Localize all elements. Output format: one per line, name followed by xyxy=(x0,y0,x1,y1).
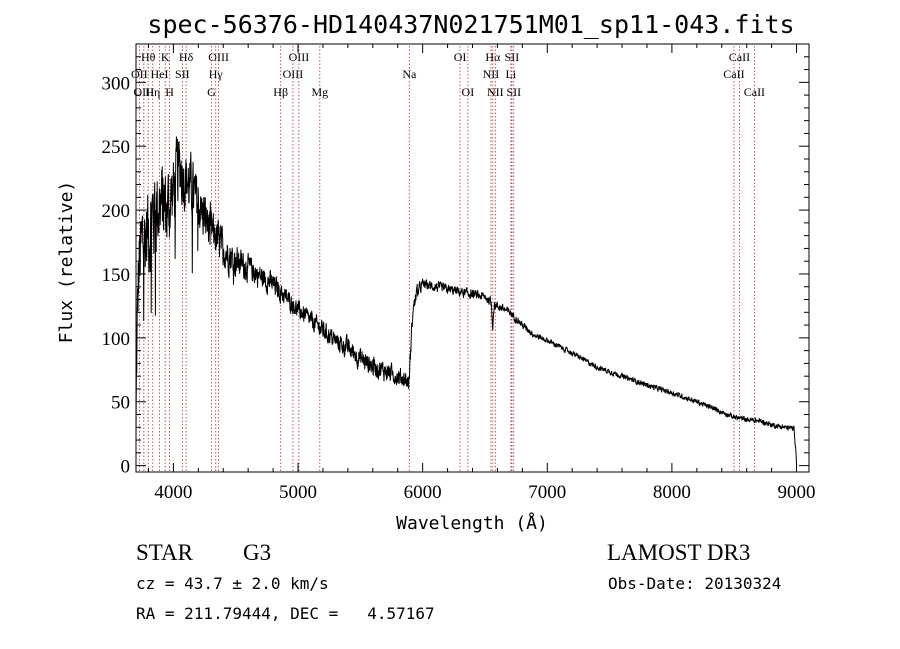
x-tick-label-3: 7000 xyxy=(528,482,566,503)
spectral-line-label-7: H xyxy=(165,85,174,99)
spectral-line-label-16: Na xyxy=(402,67,417,81)
spectral-line-label-20: NII xyxy=(483,67,500,81)
redshift-value: cz = 43.7 ± 2.0 km/s xyxy=(136,574,329,593)
spectral-line-label-21: NII xyxy=(487,85,504,99)
spectral-line-label-18: OI xyxy=(462,85,475,99)
spectral-line-label-14: Hβ xyxy=(273,85,288,99)
x-tick-label-4: 8000 xyxy=(653,482,691,503)
y-tick-label-6: 300 xyxy=(102,73,131,94)
y-tick-label-0: 0 xyxy=(121,457,131,478)
spectral-line-label-24: Li xyxy=(506,67,517,81)
spectral-line-label-12: OIII xyxy=(289,50,310,64)
spectral-line-label-0: Hθ xyxy=(141,50,156,64)
spectral-line-label-9: OIII xyxy=(208,50,229,64)
x-tick-label-1: 5000 xyxy=(279,482,317,503)
obs-date: Obs-Date: 20130324 xyxy=(608,574,782,593)
y-tick-label-3: 150 xyxy=(102,265,131,286)
spectral-line-label-11: G xyxy=(207,85,216,99)
x-tick-label-2: 6000 xyxy=(404,482,442,503)
spectrum-trace xyxy=(135,136,797,466)
spectral-line-label-22: SII xyxy=(505,50,520,64)
spectral-line-label-27: CaII xyxy=(744,85,765,99)
spectral-line-label-3: Hη xyxy=(145,85,160,99)
spectral-line-label-25: CaII xyxy=(729,50,750,64)
x-tick-label-0: 4000 xyxy=(154,482,192,503)
survey-label: LAMOST DR3 xyxy=(607,540,751,565)
spectral-line-label-6: SII xyxy=(175,67,190,81)
coordinates: RA = 211.79444, DEC = 4.57167 xyxy=(136,604,435,623)
object-subclass: G3 xyxy=(243,540,272,565)
y-axis-label: Flux (relative) xyxy=(56,181,77,344)
spectral-line-label-23: SII xyxy=(506,85,521,99)
spectral-line-label-5: K xyxy=(161,50,170,64)
y-tick-label-1: 50 xyxy=(111,393,130,414)
spectral-line-label-15: Mg xyxy=(311,85,328,99)
spectral-line-label-19: Hα xyxy=(485,50,501,64)
chart-title: spec-56376-HD140437N021751M01_sp11-043.f… xyxy=(147,10,794,39)
spectral-line-label-8: Hδ xyxy=(179,50,194,64)
spectral-line-label-13: OIII xyxy=(283,67,304,81)
y-tick-label-2: 100 xyxy=(102,329,131,350)
x-axis-label: Wavelength (Å) xyxy=(396,512,548,534)
spectral-line-label-26: CaII xyxy=(723,67,744,81)
spectral-line-label-10: Hγ xyxy=(209,67,224,81)
spectral-line-label-4: HeI xyxy=(151,67,169,81)
y-tick-label-4: 200 xyxy=(102,201,131,222)
x-tick-label-5: 9000 xyxy=(778,482,816,503)
y-tick-label-5: 250 xyxy=(102,137,131,158)
object-class: STAR xyxy=(136,540,193,565)
axis-ticks: 4000 5000 6000 7000 8000 9000 0 50 100 150 200 250 3… xyxy=(102,44,816,503)
spectral-line-label-17: OI xyxy=(454,50,467,64)
